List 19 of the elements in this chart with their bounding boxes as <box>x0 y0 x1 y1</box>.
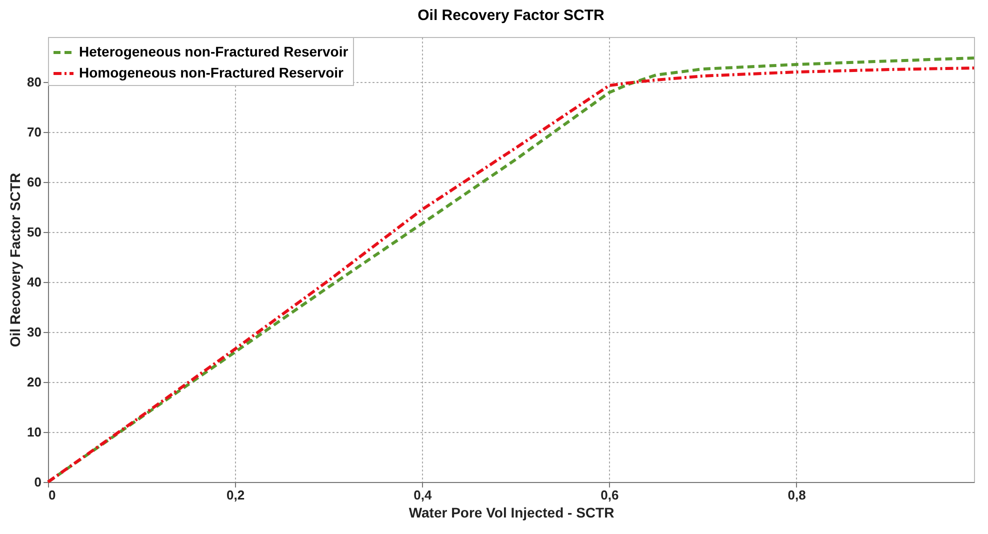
x-tick-label: 0,2 <box>226 488 245 502</box>
y-tick-label: 30 <box>27 324 42 340</box>
y-tick-label: 70 <box>27 124 42 140</box>
x-tick-label: 0,8 <box>788 488 806 502</box>
y-tick-label: 0 <box>34 474 42 490</box>
y-tick-label: 60 <box>27 174 42 190</box>
y-tick-label: 80 <box>27 74 42 90</box>
chart-title: Oil Recovery Factor SCTR <box>418 7 605 24</box>
legend-label: Heterogeneous non-Fractured Reservoir <box>79 44 349 60</box>
x-tick-label: 0,4 <box>414 488 432 502</box>
y-tick-label: 10 <box>27 424 42 440</box>
x-tick-label: 0 <box>48 488 56 502</box>
y-tick-label: 50 <box>27 224 42 240</box>
y-axis-title: Oil Recovery Factor SCTR <box>7 172 24 348</box>
legend-label: Homogeneous non-Fractured Reservoir <box>79 64 344 80</box>
x-axis-title: Water Pore Vol Injected - SCTR <box>408 504 614 520</box>
x-tick-label: 0,6 <box>600 488 619 502</box>
y-tick-label: 20 <box>27 374 42 390</box>
y-tick-label: 40 <box>27 274 42 290</box>
